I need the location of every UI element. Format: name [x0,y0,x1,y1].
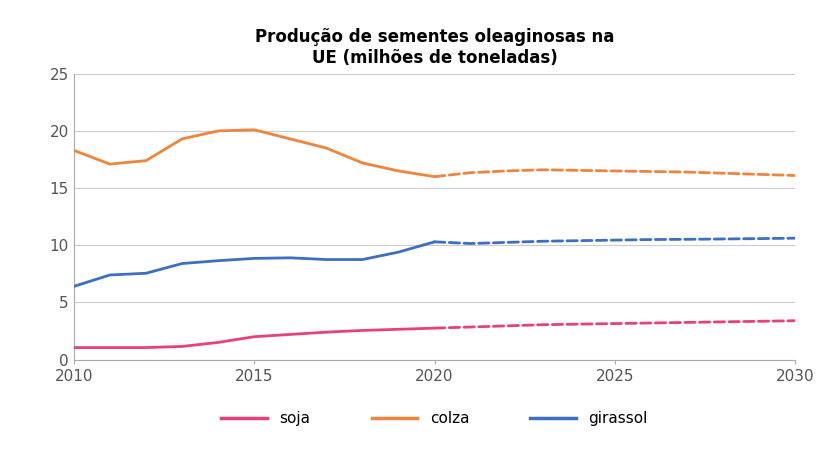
Legend: soja, colza, girassol: soja, colza, girassol [215,405,653,432]
Title: Produção de sementes oleaginosas na
UE (milhões de toneladas): Produção de sementes oleaginosas na UE (… [255,28,613,67]
